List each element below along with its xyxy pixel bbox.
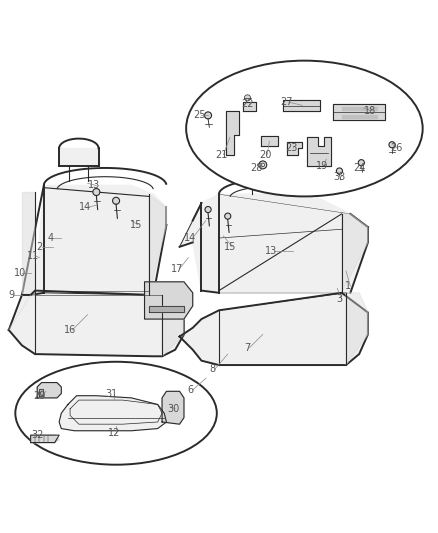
Polygon shape <box>31 435 59 442</box>
Circle shape <box>259 161 267 169</box>
Polygon shape <box>180 293 368 365</box>
Polygon shape <box>149 194 166 295</box>
Text: 12: 12 <box>108 428 120 438</box>
Text: 32: 32 <box>31 430 43 440</box>
Text: 4: 4 <box>47 233 53 243</box>
Text: 25: 25 <box>193 110 205 120</box>
Circle shape <box>336 168 343 174</box>
Polygon shape <box>145 282 193 319</box>
Polygon shape <box>162 391 184 424</box>
Ellipse shape <box>186 61 423 197</box>
Text: 28: 28 <box>250 163 262 173</box>
Ellipse shape <box>15 362 217 465</box>
Polygon shape <box>346 293 368 365</box>
Text: 27: 27 <box>281 97 293 107</box>
Circle shape <box>261 163 265 167</box>
Text: 26: 26 <box>390 143 403 154</box>
Polygon shape <box>283 100 320 111</box>
Circle shape <box>205 112 212 119</box>
Text: 3: 3 <box>336 294 343 304</box>
Text: 1: 1 <box>345 281 351 291</box>
Text: 17: 17 <box>171 264 184 273</box>
Text: 31: 31 <box>106 389 118 399</box>
Text: 2: 2 <box>36 242 42 252</box>
Circle shape <box>389 142 395 148</box>
Text: 20: 20 <box>259 150 271 160</box>
Text: 8: 8 <box>209 365 215 374</box>
Circle shape <box>225 213 231 219</box>
Polygon shape <box>9 290 184 356</box>
Polygon shape <box>59 395 166 431</box>
Text: 6: 6 <box>187 385 194 395</box>
Text: 22: 22 <box>241 100 254 109</box>
Text: 9: 9 <box>8 290 14 300</box>
Polygon shape <box>59 148 99 166</box>
Circle shape <box>205 206 211 213</box>
Text: 23: 23 <box>285 143 297 154</box>
Text: 33: 33 <box>333 172 346 182</box>
Polygon shape <box>342 214 368 293</box>
Polygon shape <box>37 383 61 398</box>
Polygon shape <box>333 104 385 120</box>
Polygon shape <box>239 154 287 181</box>
Text: 18: 18 <box>364 106 376 116</box>
Polygon shape <box>39 389 43 395</box>
Text: 30: 30 <box>167 404 179 414</box>
Text: 15: 15 <box>224 242 236 252</box>
Text: 16: 16 <box>64 325 76 335</box>
Text: 14: 14 <box>79 203 92 212</box>
Circle shape <box>358 159 364 166</box>
Polygon shape <box>22 192 35 295</box>
Polygon shape <box>180 194 368 293</box>
Circle shape <box>93 189 100 196</box>
Circle shape <box>113 197 120 204</box>
Text: 24: 24 <box>353 163 365 173</box>
Polygon shape <box>149 306 184 312</box>
Polygon shape <box>342 107 377 110</box>
Polygon shape <box>261 136 278 146</box>
Polygon shape <box>9 295 31 330</box>
Polygon shape <box>22 185 166 295</box>
Polygon shape <box>307 138 331 166</box>
Text: 21: 21 <box>215 150 227 160</box>
Text: 19: 19 <box>316 161 328 171</box>
Polygon shape <box>162 295 184 356</box>
Text: 10: 10 <box>14 268 26 278</box>
Circle shape <box>244 95 251 101</box>
Polygon shape <box>243 102 256 111</box>
Polygon shape <box>342 115 377 118</box>
Polygon shape <box>287 142 302 155</box>
Text: 13: 13 <box>265 246 278 256</box>
Text: 11: 11 <box>27 251 39 261</box>
Text: 7: 7 <box>244 343 251 352</box>
Text: 14: 14 <box>184 233 197 243</box>
Polygon shape <box>226 111 239 155</box>
Text: 13: 13 <box>88 181 100 190</box>
Text: 29: 29 <box>33 391 46 401</box>
Text: 15: 15 <box>130 220 142 230</box>
